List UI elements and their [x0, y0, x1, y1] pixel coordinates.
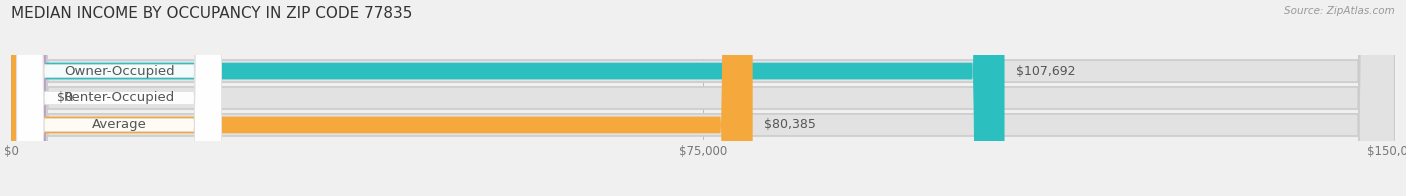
FancyBboxPatch shape	[11, 0, 1395, 196]
FancyBboxPatch shape	[11, 0, 1004, 196]
Text: Average: Average	[91, 118, 146, 132]
Text: $0: $0	[56, 92, 73, 104]
FancyBboxPatch shape	[17, 0, 222, 196]
FancyBboxPatch shape	[11, 0, 752, 196]
Text: Source: ZipAtlas.com: Source: ZipAtlas.com	[1284, 6, 1395, 16]
Text: Renter-Occupied: Renter-Occupied	[63, 92, 174, 104]
FancyBboxPatch shape	[11, 0, 1395, 196]
Text: MEDIAN INCOME BY OCCUPANCY IN ZIP CODE 77835: MEDIAN INCOME BY OCCUPANCY IN ZIP CODE 7…	[11, 6, 412, 21]
FancyBboxPatch shape	[17, 0, 222, 196]
FancyBboxPatch shape	[11, 0, 1395, 196]
Text: Owner-Occupied: Owner-Occupied	[63, 64, 174, 78]
Text: $80,385: $80,385	[763, 118, 815, 132]
Text: $107,692: $107,692	[1015, 64, 1076, 78]
FancyBboxPatch shape	[11, 0, 46, 196]
FancyBboxPatch shape	[17, 0, 222, 196]
